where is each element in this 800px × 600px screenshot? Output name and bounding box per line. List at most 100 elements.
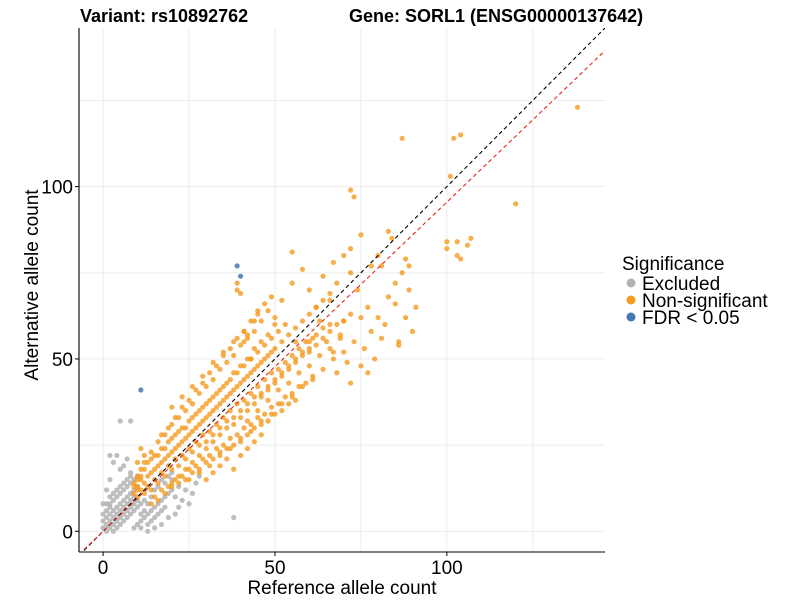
point-non-significant bbox=[399, 135, 405, 141]
point-non-significant bbox=[299, 266, 306, 272]
point-non-significant bbox=[251, 346, 257, 352]
point-non-significant bbox=[210, 439, 216, 445]
point-non-significant bbox=[189, 470, 196, 476]
point-non-significant bbox=[320, 273, 326, 279]
point-excluded bbox=[186, 501, 192, 507]
point-non-significant bbox=[327, 328, 333, 334]
point-excluded bbox=[100, 518, 106, 524]
y-tick-label: 50 bbox=[52, 350, 73, 371]
point-excluded bbox=[121, 504, 127, 510]
point-non-significant bbox=[244, 445, 251, 452]
point-non-significant bbox=[189, 401, 196, 407]
point-excluded bbox=[124, 514, 130, 521]
point-non-significant bbox=[292, 339, 299, 345]
point-non-significant bbox=[244, 332, 251, 338]
point-excluded bbox=[189, 490, 196, 496]
legend-swatch-non-significant bbox=[626, 295, 636, 305]
point-excluded bbox=[148, 508, 154, 514]
point-excluded bbox=[124, 494, 130, 500]
point-non-significant bbox=[162, 445, 168, 452]
point-non-significant bbox=[251, 439, 257, 445]
point-excluded bbox=[107, 494, 113, 500]
point-excluded bbox=[124, 501, 130, 507]
point-non-significant bbox=[152, 466, 158, 472]
point-excluded bbox=[114, 487, 120, 493]
point-non-significant bbox=[351, 194, 357, 200]
point-non-significant bbox=[464, 242, 471, 248]
point-excluded bbox=[110, 528, 116, 534]
point-non-significant bbox=[207, 452, 213, 459]
point-non-significant bbox=[134, 459, 141, 465]
point-non-significant bbox=[320, 335, 326, 341]
point-non-significant bbox=[234, 432, 240, 438]
point-non-significant bbox=[172, 445, 178, 452]
point-non-significant bbox=[231, 352, 237, 359]
point-non-significant bbox=[403, 314, 409, 321]
point-non-significant bbox=[347, 246, 354, 252]
point-non-significant bbox=[378, 335, 385, 341]
point-non-significant bbox=[282, 321, 288, 328]
point-non-significant bbox=[196, 452, 202, 459]
point-non-significant bbox=[231, 339, 237, 345]
point-non-significant bbox=[193, 425, 199, 431]
point-non-significant bbox=[337, 335, 343, 341]
point-non-significant bbox=[200, 404, 206, 410]
point-excluded bbox=[138, 511, 144, 517]
x-tick-label: 0 bbox=[98, 558, 109, 579]
point-non-significant bbox=[200, 456, 206, 462]
point-non-significant bbox=[227, 377, 233, 383]
point-non-significant bbox=[176, 473, 182, 479]
point-excluded bbox=[158, 477, 165, 483]
point-non-significant bbox=[279, 401, 285, 407]
point-excluded bbox=[127, 497, 134, 503]
point-non-significant bbox=[248, 370, 254, 376]
point-non-significant bbox=[231, 442, 237, 448]
point-non-significant bbox=[141, 490, 147, 496]
point-non-significant bbox=[172, 414, 178, 421]
point-non-significant bbox=[210, 394, 216, 400]
point-excluded bbox=[121, 480, 127, 486]
point-non-significant bbox=[368, 263, 374, 269]
point-excluded bbox=[124, 483, 130, 490]
point-non-significant bbox=[162, 456, 168, 462]
point-non-significant bbox=[169, 435, 175, 441]
point-non-significant bbox=[234, 401, 240, 407]
point-non-significant bbox=[134, 487, 141, 493]
point-non-significant bbox=[172, 477, 178, 483]
point-non-significant bbox=[148, 501, 154, 507]
point-non-significant bbox=[251, 425, 257, 431]
point-non-significant bbox=[169, 421, 175, 428]
point-non-significant bbox=[224, 425, 230, 431]
point-non-significant bbox=[251, 318, 257, 324]
point-non-significant bbox=[258, 394, 264, 400]
point-non-significant bbox=[241, 339, 247, 345]
y-axis-title: Alternative allele count bbox=[22, 189, 43, 381]
point-non-significant bbox=[365, 370, 371, 376]
point-non-significant bbox=[334, 321, 340, 328]
point-non-significant bbox=[210, 377, 216, 383]
point-excluded bbox=[172, 494, 178, 500]
point-non-significant bbox=[217, 463, 223, 469]
point-non-significant bbox=[265, 418, 271, 424]
point-excluded bbox=[145, 528, 151, 534]
point-non-significant bbox=[255, 308, 261, 314]
point-excluded bbox=[114, 511, 120, 517]
point-non-significant bbox=[234, 280, 240, 286]
point-non-significant bbox=[268, 411, 275, 417]
point-excluded bbox=[117, 418, 123, 424]
point-non-significant bbox=[182, 425, 189, 431]
tick-labels: 0 50 100 0 50 100 bbox=[41, 178, 462, 579]
axes bbox=[78, 28, 605, 553]
point-non-significant bbox=[148, 470, 154, 476]
point-non-significant bbox=[189, 383, 196, 390]
point-non-significant bbox=[244, 408, 251, 414]
point-non-significant bbox=[365, 304, 371, 310]
point-non-significant bbox=[268, 294, 275, 300]
point-non-significant bbox=[237, 408, 244, 414]
point-non-significant bbox=[203, 414, 209, 421]
point-excluded bbox=[134, 521, 141, 528]
point-non-significant bbox=[320, 325, 326, 331]
point-non-significant bbox=[169, 466, 175, 472]
point-non-significant bbox=[179, 439, 185, 445]
point-non-significant bbox=[248, 356, 254, 362]
